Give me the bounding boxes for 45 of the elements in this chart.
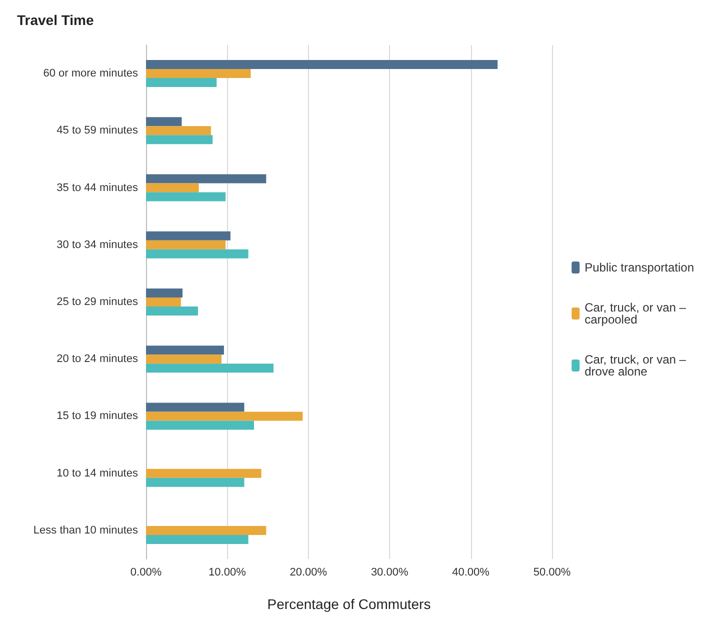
bar (146, 412, 303, 421)
y-tick-label: 35 to 44 minutes (56, 182, 138, 194)
bar (146, 183, 199, 192)
bar (146, 240, 226, 250)
bar (146, 135, 213, 144)
legend-label: Car, truck, or van – carpooled (584, 300, 690, 326)
x-tick-label: 0.00% (130, 566, 162, 578)
y-tick-label: 30 to 34 minutes (56, 238, 138, 251)
bar (146, 288, 183, 298)
bar (146, 78, 217, 88)
bar (146, 249, 248, 258)
bar (146, 534, 248, 544)
x-axis-title: Percentage of Commuters (267, 596, 431, 612)
legend-label: Public transportation (584, 260, 694, 274)
bar (146, 298, 181, 306)
x-tick-label: 30.00% (370, 566, 408, 578)
bar (146, 231, 230, 240)
bar (146, 468, 262, 478)
y-tick-label: 15 to 19 minutes (56, 410, 138, 422)
bar (146, 364, 274, 373)
x-tick-label: 50.00% (533, 566, 571, 578)
bar (146, 420, 254, 430)
bar (146, 402, 244, 412)
bar (146, 117, 182, 126)
bar (146, 526, 266, 535)
bar (146, 126, 211, 136)
y-tick-label: 25 to 29 minutes (56, 296, 138, 308)
x-tick-label: 10.00% (208, 566, 246, 578)
bar (146, 192, 226, 202)
chart-title: Travel Time (17, 12, 94, 28)
y-tick-label: 20 to 24 minutes (56, 353, 138, 366)
legend-label: Car, truck, or van – drove alone (584, 352, 690, 378)
bar (146, 69, 251, 78)
bar (146, 306, 198, 316)
y-tick-label: 60 or more minutes (43, 68, 138, 80)
x-tick-label: 20.00% (290, 566, 328, 578)
y-tick-label: Less than 10 minutes (33, 524, 138, 536)
y-tick-label: 45 to 59 minutes (56, 124, 138, 137)
y-tick-label: 10 to 14 minutes (56, 467, 138, 480)
bar (146, 60, 498, 70)
bar (146, 174, 266, 184)
bar (146, 354, 222, 364)
bar (146, 346, 224, 355)
x-tick-label: 40.00% (452, 566, 490, 578)
bar (146, 478, 244, 487)
